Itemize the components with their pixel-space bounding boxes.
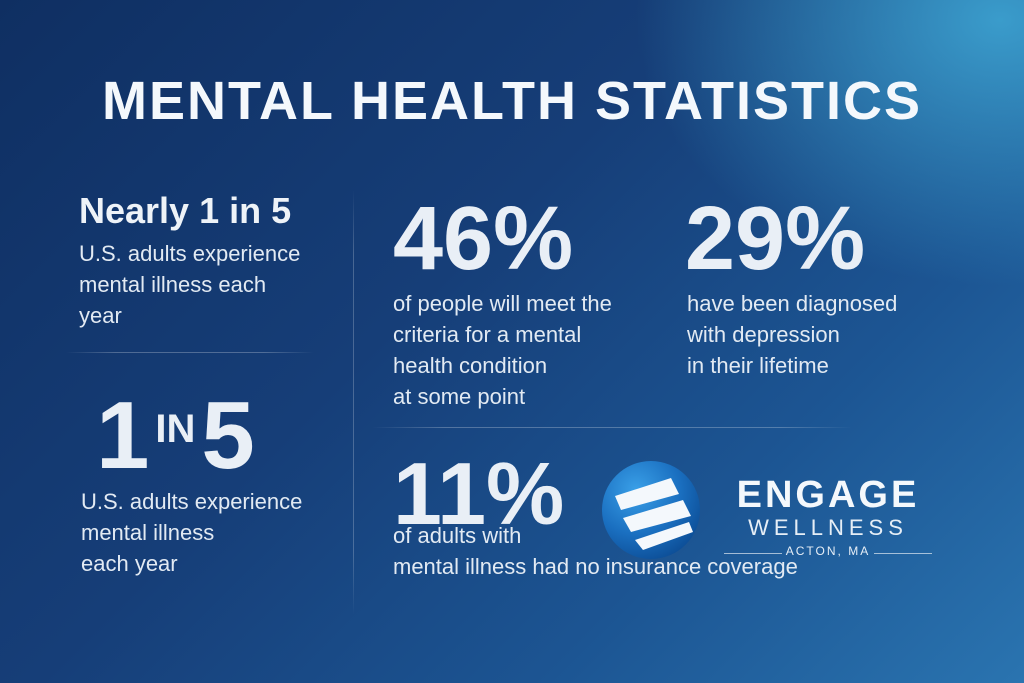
brand-line-right bbox=[874, 553, 932, 554]
stat-46-description: of people will meet the criteria for a m… bbox=[393, 291, 612, 409]
nearly-one-in-five-description: U.S. adults experience mental illness ea… bbox=[79, 241, 301, 328]
right-divider bbox=[372, 427, 852, 428]
one-in-five-left-number: 1 bbox=[96, 382, 150, 489]
one-in-five-in-text: IN bbox=[155, 407, 196, 451]
stat-11-percent: 11% bbox=[393, 444, 565, 543]
page-title: MENTAL HEALTH STATISTICS bbox=[102, 71, 922, 131]
stat-29-percent: 29% bbox=[685, 189, 866, 289]
stat-11-description: of adults with mental illness had no ins… bbox=[393, 523, 798, 579]
stat-29-description: have been diagnosed with depression in t… bbox=[687, 291, 898, 378]
brand-subtitle: WELLNESS bbox=[748, 515, 908, 540]
vertical-divider bbox=[353, 190, 354, 615]
brand-location: ACTON, MA bbox=[785, 544, 871, 558]
one-in-five-description: U.S. adults experience mental illness ea… bbox=[81, 489, 303, 576]
brand-line-left bbox=[724, 553, 782, 554]
one-in-five-stat: 1 IN5 bbox=[96, 388, 255, 484]
nearly-one-in-five-headline: Nearly 1 in 5 bbox=[79, 190, 292, 231]
left-divider bbox=[66, 352, 314, 353]
stat-46-percent: 46% bbox=[393, 189, 574, 289]
engage-wellness-logo-icon bbox=[602, 461, 700, 559]
one-in-five-right-number: 5 bbox=[201, 382, 255, 489]
brand-name: ENGAGE bbox=[736, 474, 920, 516]
